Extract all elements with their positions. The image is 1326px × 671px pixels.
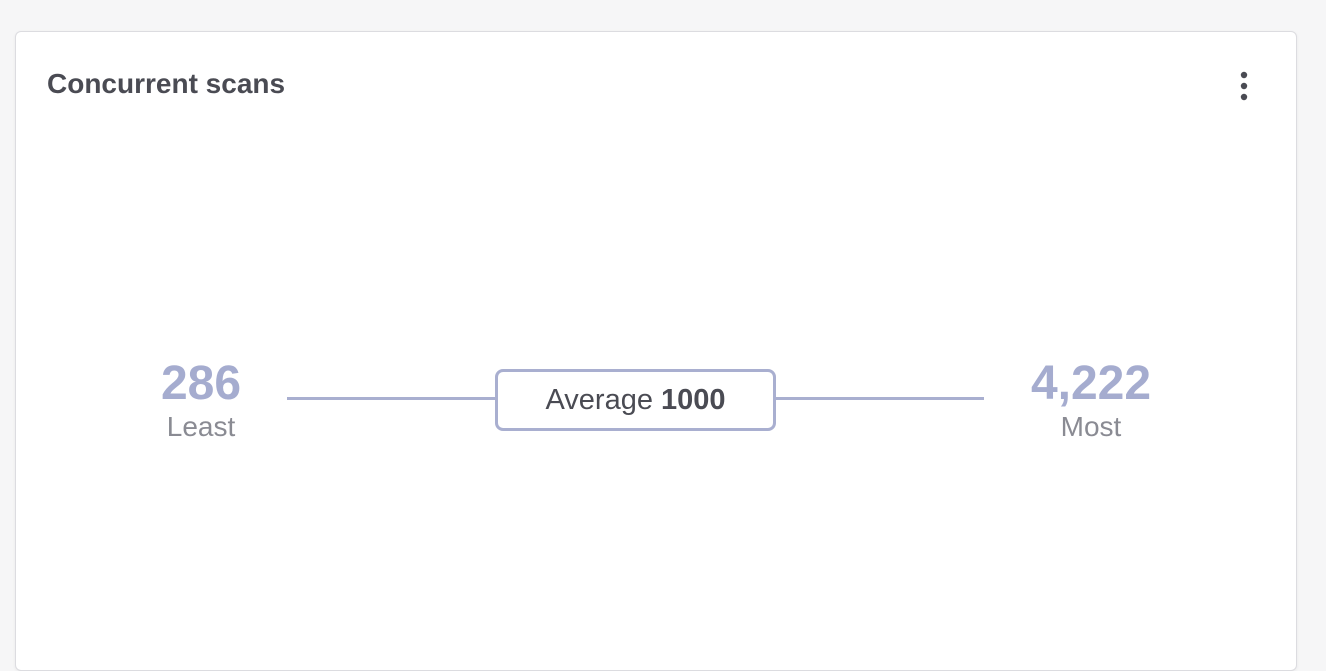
least-stat: 286 Least [91, 357, 311, 443]
card-title: Concurrent scans [47, 68, 286, 99]
more-vertical-icon [1240, 71, 1248, 101]
least-label: Least [166, 411, 236, 442]
least-value: 286 [160, 357, 242, 410]
concurrent-scans-card: Concurrent scans 286 Least Average 1000 … [15, 31, 1297, 671]
average-badge: Average 1000 [495, 369, 776, 431]
range-line-right [774, 397, 984, 400]
most-label: Most [1060, 411, 1122, 442]
card-menu-button[interactable] [1224, 66, 1264, 106]
average-label: Average [545, 383, 653, 416]
most-stat: 4,222 Most [981, 357, 1201, 443]
range-line-left [287, 397, 497, 400]
most-value: 4,222 [1030, 357, 1152, 410]
average-value: 1000 [660, 383, 726, 416]
